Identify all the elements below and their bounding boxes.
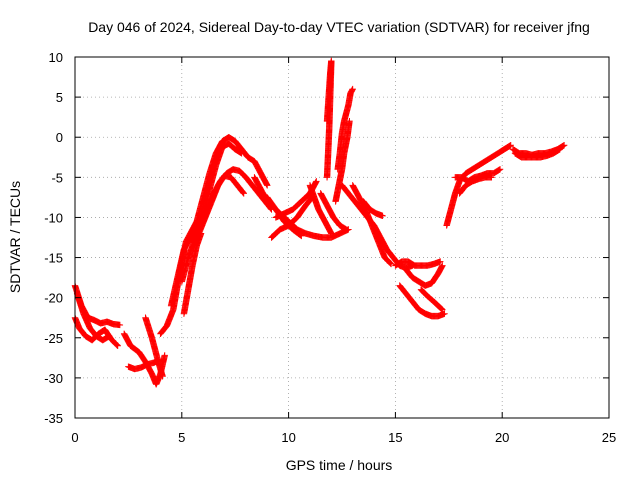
series-arc-24	[392, 258, 444, 269]
data-point	[386, 259, 394, 266]
data-point	[387, 260, 394, 267]
data-point	[240, 190, 247, 197]
series-arc-11	[180, 230, 205, 317]
data-point	[116, 321, 124, 329]
series-arc-30	[456, 174, 495, 197]
y-tick-label: -10	[44, 210, 63, 225]
data-point	[105, 332, 113, 340]
data-point	[239, 189, 247, 196]
data-point	[323, 174, 331, 181]
series-arc-22	[349, 182, 395, 268]
data-point	[238, 150, 245, 157]
data-point	[346, 117, 353, 125]
data-point	[105, 333, 112, 340]
data-point	[264, 182, 271, 189]
data-point	[159, 373, 166, 380]
data-point	[441, 310, 448, 317]
series-arc-18	[323, 57, 335, 181]
data-point	[343, 226, 350, 233]
series-arc-15	[268, 194, 316, 241]
data-point	[197, 230, 205, 237]
data-point	[560, 142, 567, 149]
y-tick-label: 10	[49, 50, 63, 65]
chart-title: Day 046 of 2024, Sidereal Day-to-day VTE…	[88, 19, 590, 35]
data-point	[161, 352, 168, 359]
data-point	[437, 305, 445, 312]
data-point	[555, 147, 562, 154]
data-point	[297, 232, 304, 239]
data-point	[496, 166, 503, 174]
y-tick-label: -20	[44, 291, 63, 306]
data-point	[560, 142, 568, 149]
x-tick-label: 20	[495, 430, 509, 445]
data-point	[341, 225, 348, 232]
data-point	[379, 212, 386, 220]
y-tick-label: -35	[44, 411, 63, 426]
data-point	[296, 231, 304, 239]
grid	[75, 57, 609, 418]
data-point	[437, 258, 444, 265]
y-tick-label: -25	[44, 331, 63, 346]
x-tick-label: 15	[388, 430, 402, 445]
y-tick-label: 5	[56, 90, 63, 105]
data-point	[313, 178, 320, 185]
series-arc-28	[443, 142, 514, 229]
x-tick-label: 25	[602, 430, 616, 445]
data-point	[239, 188, 246, 196]
data-point	[114, 342, 121, 349]
data-points	[71, 57, 568, 388]
axis-ticks: 0 5 10 15 20 25 -35 -30 -25 -20 -15 -10 -5 0 5 10	[44, 50, 616, 445]
data-point	[438, 305, 445, 313]
data-point	[505, 143, 513, 150]
series-arc-17	[317, 190, 350, 233]
series-arc-20	[332, 117, 353, 205]
data-point	[495, 167, 502, 174]
series-arc-32	[511, 146, 564, 161]
data-point	[349, 85, 356, 93]
y-tick-label: -15	[44, 251, 63, 266]
data-point	[113, 341, 120, 348]
y-tick-label: 0	[56, 130, 63, 145]
x-tick-label: 5	[178, 430, 185, 445]
series-arc-23	[360, 198, 386, 220]
series-arc-3	[73, 290, 113, 344]
data-point	[507, 142, 514, 149]
series-arc-27	[417, 286, 446, 313]
data-point	[237, 149, 245, 156]
plot-frame	[74, 56, 610, 419]
x-tick-label: 10	[281, 430, 295, 445]
data-point	[113, 341, 121, 349]
y-axis-title: SDTVAR / TECUs	[7, 181, 23, 293]
data-point	[298, 232, 305, 240]
data-point	[555, 146, 563, 153]
data-point	[236, 149, 244, 156]
x-axis-title: GPS time / hours	[286, 457, 393, 473]
data-point	[439, 262, 446, 269]
data-point	[387, 260, 395, 268]
series-arc-16	[306, 182, 335, 237]
data-point	[556, 146, 564, 153]
series-arc-21	[338, 182, 416, 272]
series-arc-26	[402, 262, 446, 289]
data-point	[104, 333, 111, 341]
series-arc-5	[120, 330, 168, 388]
data-point	[488, 174, 495, 181]
series-arc-6	[142, 314, 166, 380]
y-tick-label: -30	[44, 371, 63, 386]
data-point	[342, 225, 349, 233]
data-point	[328, 230, 335, 237]
x-tick-label: 0	[71, 430, 78, 445]
y-tick-label: -5	[51, 170, 63, 185]
data-point	[496, 166, 504, 173]
series-arc-25	[396, 282, 448, 320]
data-point	[506, 142, 514, 149]
data-point	[559, 143, 566, 150]
data-point	[439, 306, 446, 313]
